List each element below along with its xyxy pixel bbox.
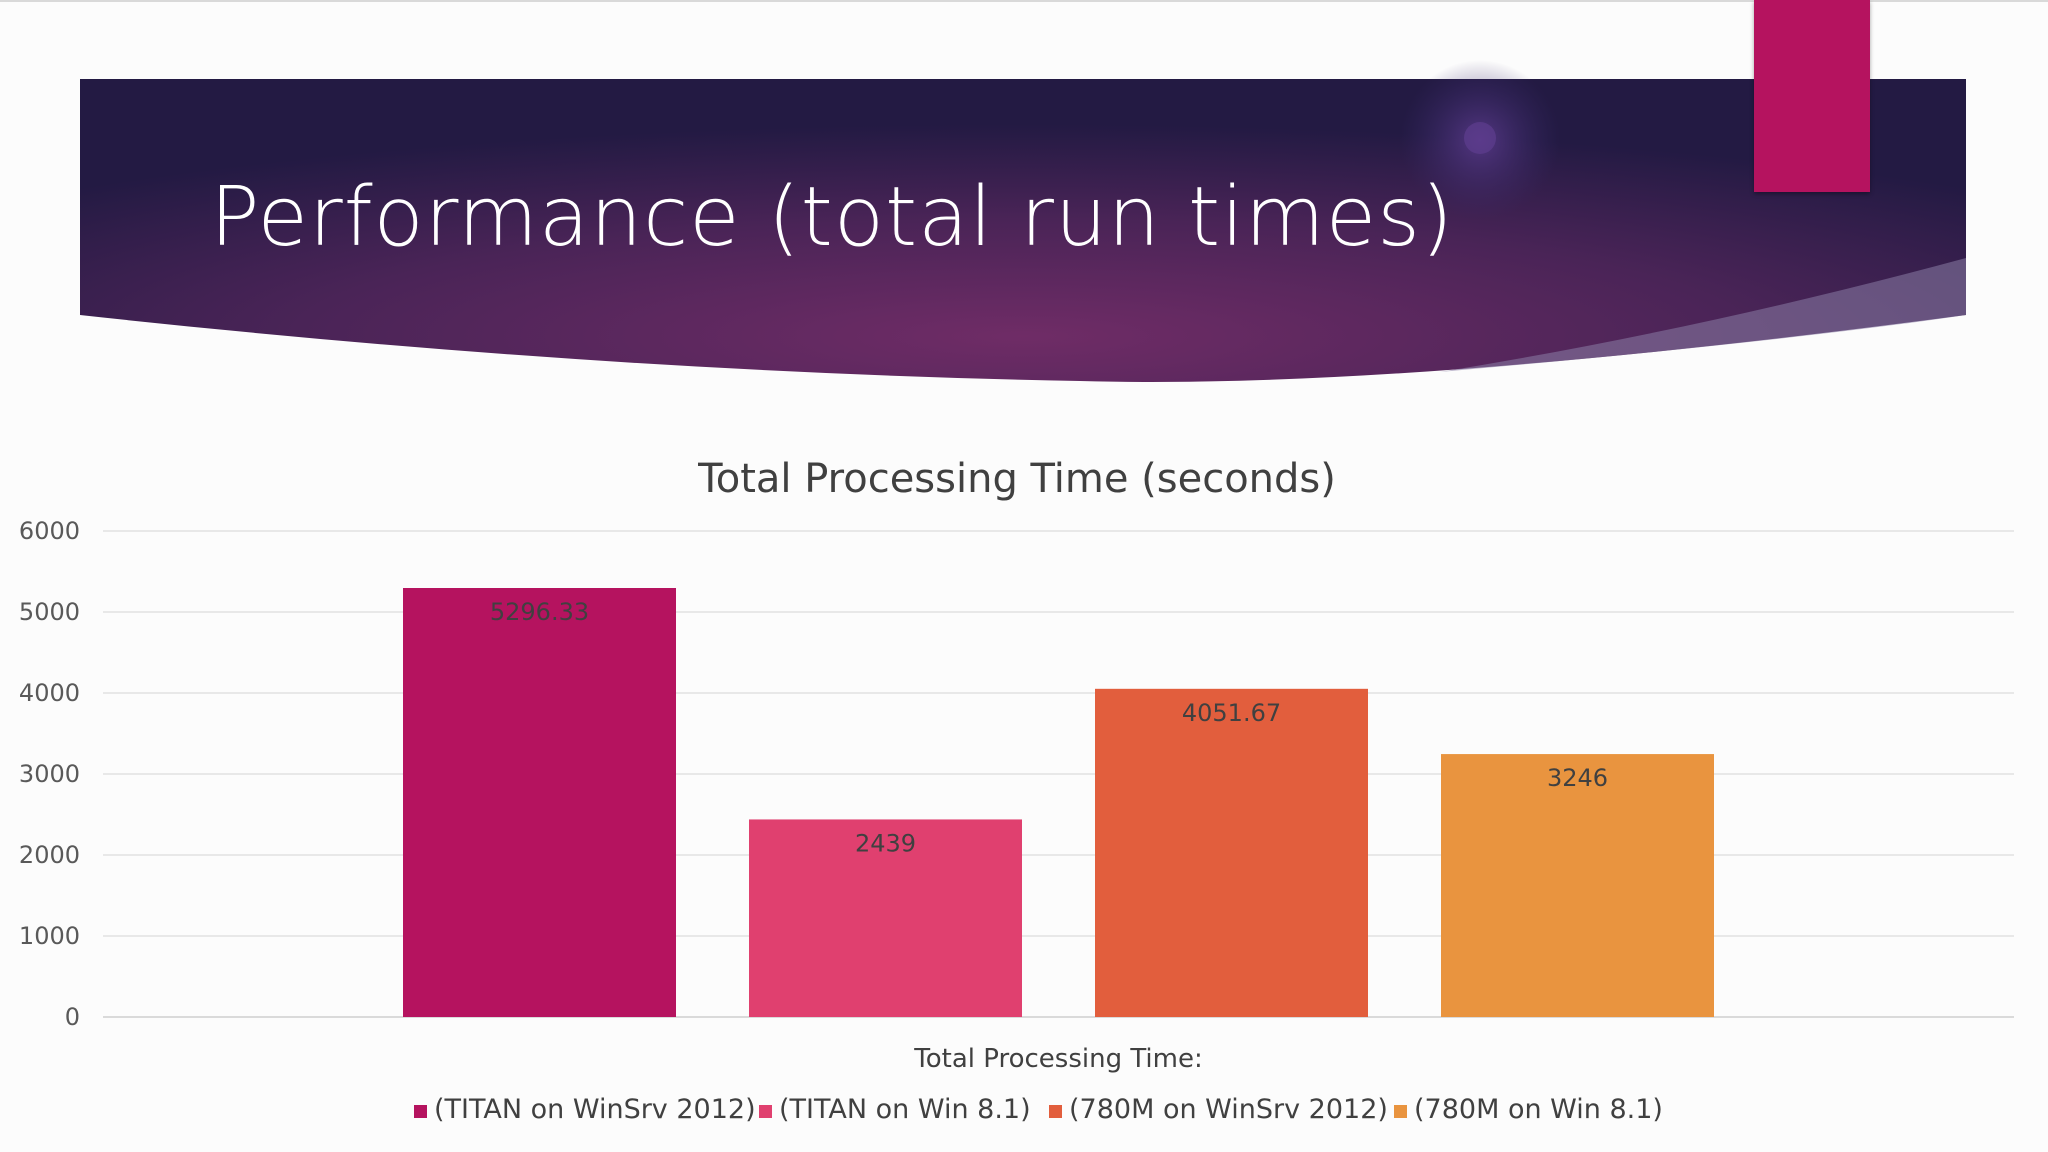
bar-data-label: 5296.33 [490,598,589,626]
y-tick-label: 6000 [19,517,80,545]
legend-entry: (TITAN on Win 8.1) [779,1094,1031,1125]
x-category-label: Total Processing Time: [913,1044,1202,1074]
decorative-orb-center [1464,122,1496,154]
legend-swatch [1394,1105,1407,1118]
y-tick-label: 2000 [19,841,80,869]
chart-title: Total Processing Time (seconds) [697,456,1336,502]
legend-swatch [414,1105,427,1118]
banner-swoosh [1440,258,1966,372]
gridlines [103,530,2014,1018]
bar-data-label: 3246 [1547,764,1608,792]
legend: (TITAN on WinSrv 2012) (TITAN on Win 8.1)… [414,1094,1663,1125]
y-tick-label: 4000 [19,679,80,707]
legend-entry: (TITAN on WinSrv 2012) [434,1094,756,1125]
bar [403,587,676,1017]
x-axis-category-labels: Total Processing Time: [913,1044,1202,1074]
y-tick-label: 0 [65,1003,80,1031]
y-tick-label: 1000 [19,922,80,950]
top-border-line [0,0,2048,2]
y-tick-label: 3000 [19,760,80,788]
legend-swatch [1049,1105,1062,1118]
slide-title: Performance (total run times) [210,170,1454,265]
bar-data-label: 4051.67 [1182,699,1281,727]
bar [1441,754,1714,1017]
y-tick-label: 5000 [19,598,80,626]
bars [403,587,1714,1017]
legend-entry: (780M on Win 8.1) [1414,1094,1663,1125]
legend-swatch [759,1105,772,1118]
y-axis-tick-labels: 0 1000 2000 3000 4000 5000 6000 [19,517,80,1031]
legend-entry: (780M on WinSrv 2012) [1069,1094,1388,1125]
bar [749,819,1022,1017]
title-banner [80,60,1966,382]
bar-data-labels: 5296.33 2439 4051.67 3246 [490,598,1608,857]
bar [1095,688,1368,1017]
accent-tab [1754,0,1870,192]
bar-data-label: 2439 [855,829,916,857]
